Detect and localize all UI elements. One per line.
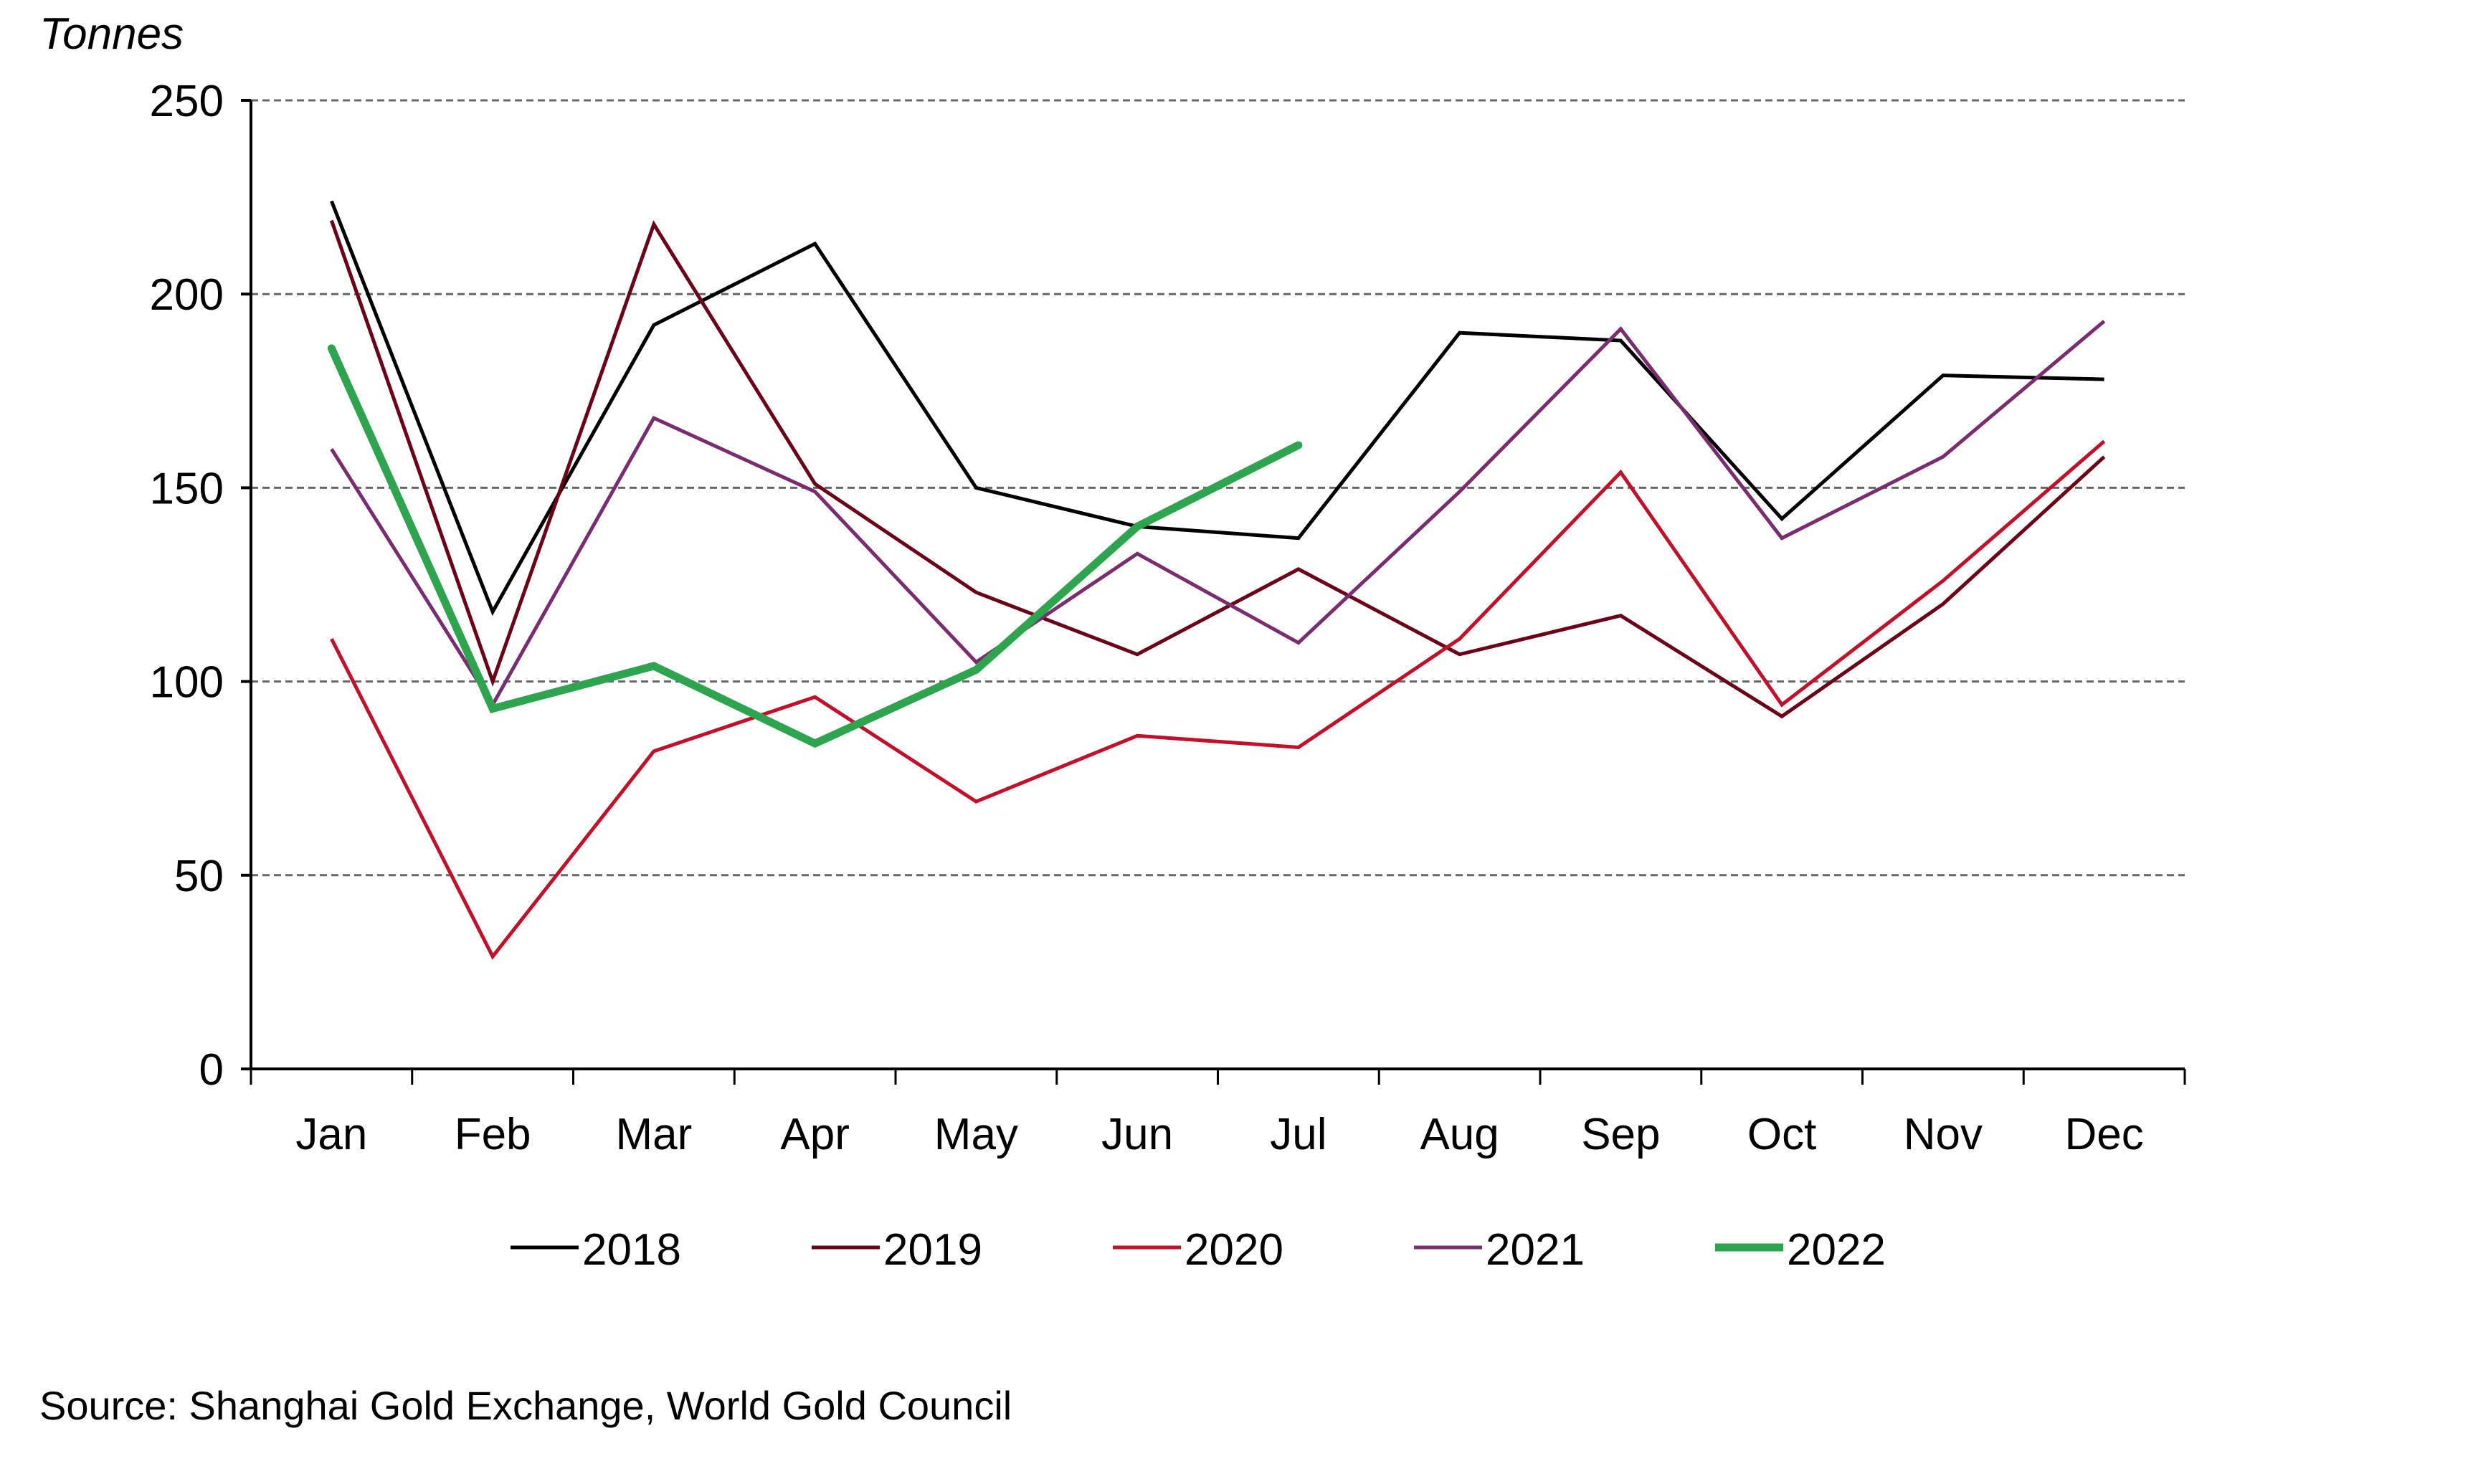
legend-label-2022: 2022 [1787, 1225, 1886, 1275]
x-tick-label: Mar [615, 1110, 692, 1159]
y-axis-unit-label: Tonnes [39, 9, 184, 59]
x-tick-label: May [934, 1110, 1018, 1159]
legend-label-2021: 2021 [1486, 1225, 1585, 1275]
x-tick-label: Jan [295, 1110, 367, 1159]
x-tick-label: Dec [2064, 1110, 2143, 1159]
x-tick-label: Sep [1581, 1110, 1660, 1159]
y-tick-label: 100 [150, 658, 224, 708]
series-line-2019 [330, 219, 2106, 719]
x-tick-label: Jul [1270, 1110, 1326, 1159]
x-tick-label: Apr [780, 1110, 849, 1159]
x-tick-label: Nov [1904, 1110, 1983, 1159]
legend-label-2020: 2020 [1185, 1225, 1283, 1275]
x-tick-label: Aug [1420, 1110, 1499, 1159]
y-tick-label: 0 [199, 1045, 224, 1095]
series-line-2018 [330, 200, 2104, 617]
legend-label-2019: 2019 [883, 1225, 982, 1275]
y-tick-label: 250 [150, 77, 224, 126]
y-tick-label: 150 [150, 464, 224, 513]
x-tick-label: Feb [455, 1110, 531, 1159]
y-tick-label: 200 [150, 270, 224, 320]
x-tick-label: Jun [1101, 1110, 1173, 1159]
series-line-2020 [330, 439, 2106, 960]
legend-label-2018: 2018 [582, 1225, 681, 1275]
source-note: Source: Shanghai Gold Exchange, World Go… [39, 1383, 1012, 1428]
series-line-2022 [327, 344, 1303, 748]
y-tick-label: 50 [174, 852, 224, 901]
series-line-2021 [330, 320, 2106, 708]
x-tick-label: Oct [1747, 1110, 1816, 1159]
